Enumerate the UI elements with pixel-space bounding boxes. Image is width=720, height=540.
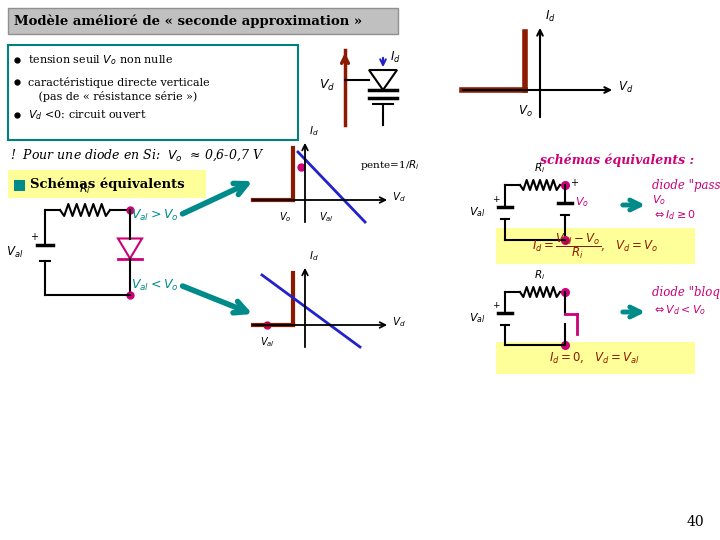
Text: $I_d = 0$,   $V_d = V_{al}$: $I_d = 0$, $V_d = V_{al}$ — [549, 351, 641, 365]
FancyBboxPatch shape — [8, 45, 298, 140]
FancyBboxPatch shape — [496, 228, 695, 264]
Text: +: + — [30, 232, 38, 241]
Text: Modèle amélioré de « seconde approximation »: Modèle amélioré de « seconde approximati… — [14, 14, 362, 28]
Text: $V_{al}$: $V_{al}$ — [6, 245, 23, 260]
Text: $V_{al}$: $V_{al}$ — [469, 312, 485, 326]
Text: $R_i$: $R_i$ — [534, 268, 546, 282]
Text: $V_{al}$: $V_{al}$ — [319, 210, 333, 224]
FancyBboxPatch shape — [8, 8, 398, 34]
Text: $V_{al}$$<$$V_o$: $V_{al}$$<$$V_o$ — [131, 278, 179, 293]
Text: $V_{al}$: $V_{al}$ — [469, 206, 485, 219]
Text: !  Pour une diode en Si:  $V_o$  ≈ 0,6-0,7 V: ! Pour une diode en Si: $V_o$ ≈ 0,6-0,7 … — [10, 147, 264, 163]
Text: tension seuil $V_o$ non nulle: tension seuil $V_o$ non nulle — [28, 53, 173, 67]
Text: $R_i$: $R_i$ — [534, 161, 546, 175]
Text: 40: 40 — [686, 515, 704, 529]
Text: diode "bloquée": diode "bloquée" — [652, 285, 720, 299]
Text: caractéristique directe verticale: caractéristique directe verticale — [28, 77, 210, 87]
Text: $I_d = \dfrac{V_{al}-V_o}{R_i}$,   $V_d = V_o$: $I_d = \dfrac{V_{al}-V_o}{R_i}$, $V_d = … — [532, 231, 658, 261]
Text: $\Leftrightarrow V_d < V_o$: $\Leftrightarrow V_d < V_o$ — [652, 303, 706, 317]
Text: $V_{al}$: $V_{al}$ — [260, 335, 274, 349]
Text: $I_d$: $I_d$ — [309, 124, 319, 138]
Text: +: + — [492, 194, 500, 204]
Text: schémas équivalents :: schémas équivalents : — [540, 153, 694, 167]
Text: diode "passante": diode "passante" — [652, 179, 720, 192]
Text: $\Leftrightarrow I_d \geq 0$: $\Leftrightarrow I_d \geq 0$ — [652, 208, 696, 222]
Text: $V_d$: $V_d$ — [392, 315, 406, 329]
FancyBboxPatch shape — [8, 170, 206, 198]
Text: $V_o$: $V_o$ — [518, 104, 532, 119]
Text: $I_d$: $I_d$ — [309, 249, 319, 263]
Text: $V_o$: $V_o$ — [279, 210, 291, 224]
FancyBboxPatch shape — [496, 342, 695, 374]
FancyBboxPatch shape — [14, 180, 25, 191]
Text: $V_d$: $V_d$ — [319, 77, 335, 92]
Text: $I_d$: $I_d$ — [545, 9, 556, 24]
Text: $I_d$: $I_d$ — [390, 50, 401, 65]
Text: $R_i$: $R_i$ — [79, 182, 91, 196]
Text: $V_{al}$$>$$V_o$: $V_{al}$$>$$V_o$ — [131, 207, 179, 222]
Text: pente=1/$R_i$: pente=1/$R_i$ — [360, 158, 420, 172]
Text: (pas de « résistance série »): (pas de « résistance série ») — [28, 91, 197, 102]
Text: +: + — [492, 300, 500, 309]
Text: Schémas équivalents: Schémas équivalents — [30, 177, 184, 191]
Text: $V_d$: $V_d$ — [392, 190, 406, 204]
Text: $V_d$ <0: circuit ouvert: $V_d$ <0: circuit ouvert — [28, 108, 147, 122]
Text: $V_o$: $V_o$ — [652, 193, 666, 207]
Text: $+$: $+$ — [570, 177, 579, 187]
Text: $V_d$: $V_d$ — [618, 79, 634, 94]
Text: $V_o$: $V_o$ — [575, 195, 589, 210]
